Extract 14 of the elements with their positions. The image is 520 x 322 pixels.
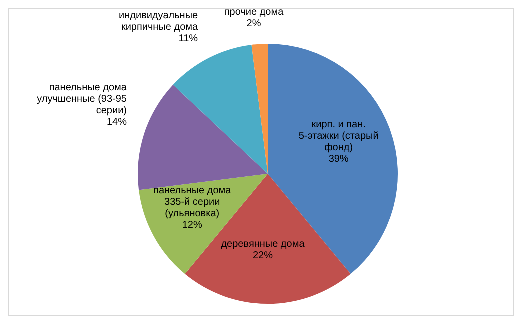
data-label: 12% [182,220,202,232]
data-label: 2% [246,18,262,30]
slice-label: деревянные дома [221,238,306,250]
data-label: 39% [328,154,349,165]
slice-label: кирп. и пан. 5-этажки (старый фонд) [298,119,379,154]
data-label: 11% [178,34,198,45]
slice-label: прочие дома [224,6,284,18]
data-label: 22% [252,250,274,262]
pie-slice [252,44,268,174]
slice-label: панельные дома 335-й серии (ульяновка) [154,186,232,220]
data-label: 14% [106,116,128,128]
slice-label: панельные дома улучшенные (93-95 серии) [37,82,128,116]
slice-label: индивидуальные кирпичные дома [119,10,199,34]
pie-slice [173,45,268,174]
